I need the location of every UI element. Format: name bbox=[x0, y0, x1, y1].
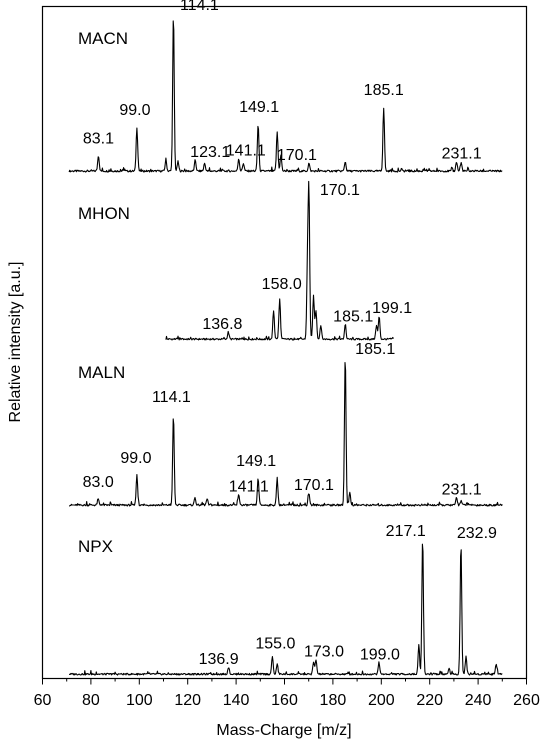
peak-label: 149.1 bbox=[239, 99, 279, 116]
peak-label: 99.0 bbox=[119, 102, 150, 119]
peak-label: 185.1 bbox=[333, 309, 373, 326]
peak-label: 185.1 bbox=[355, 341, 395, 358]
peak-label: 231.1 bbox=[442, 146, 482, 163]
x-tick-label: 100 bbox=[126, 692, 153, 709]
peak-label: 173.0 bbox=[304, 644, 344, 661]
peak-label: 99.0 bbox=[120, 450, 151, 467]
x-tick-label: 180 bbox=[320, 692, 347, 709]
spectrum-trace-macn bbox=[68, 20, 503, 173]
peak-label: 199.0 bbox=[360, 647, 400, 664]
peak-label: 83.0 bbox=[83, 474, 114, 491]
series-name-maln: MALN bbox=[78, 363, 125, 382]
peak-label: 232.9 bbox=[457, 525, 497, 542]
peak-label: 136.8 bbox=[202, 316, 242, 333]
x-tick-label: 80 bbox=[82, 692, 100, 709]
peak-label: 170.1 bbox=[320, 182, 360, 199]
peak-label: 185.1 bbox=[364, 82, 404, 99]
spectrum-trace-maln bbox=[69, 362, 503, 507]
plot-frame bbox=[41, 5, 528, 680]
spectrum-trace-mhon bbox=[165, 180, 394, 341]
peak-label: 114.1 bbox=[180, 0, 219, 14]
x-tick-label: 120 bbox=[174, 692, 201, 709]
peak-label: 149.1 bbox=[236, 453, 276, 470]
x-tick-label: 200 bbox=[368, 692, 395, 709]
peak-label: 217.1 bbox=[386, 523, 426, 540]
series-name-macn: MACN bbox=[78, 29, 128, 48]
x-tick-label: 160 bbox=[271, 692, 298, 709]
peak-label: 136.9 bbox=[199, 651, 239, 668]
peak-label: 83.1 bbox=[83, 130, 114, 147]
spectra-panels: MACN83.199.0114.1123.1141.1149.1170.1185… bbox=[68, 0, 503, 676]
x-tick-label: 220 bbox=[416, 692, 443, 709]
panel-maln: MALN 83.0 99.0 114.1 141.1 149.1 170.1 185.1 231… bbox=[69, 341, 503, 507]
x-tick-label: 260 bbox=[513, 692, 540, 709]
peak-label: 141.1 bbox=[226, 142, 266, 159]
peak-label: 114.1 bbox=[152, 389, 191, 406]
x-tick-label: 240 bbox=[465, 692, 492, 709]
x-axis-ticks: 60 80 100 120 140 160 180 200 220 240 260 bbox=[34, 678, 540, 709]
spectrum-trace-npx bbox=[68, 543, 503, 676]
x-tick-label: 60 bbox=[34, 692, 52, 709]
peak-label: 199.1 bbox=[372, 300, 412, 317]
y-axis-label: Relative intensity [a.u.] bbox=[7, 262, 24, 423]
series-name-mhon: MHON bbox=[78, 204, 130, 223]
peak-label: 155.0 bbox=[255, 636, 295, 653]
peak-label: 123.1 bbox=[190, 144, 230, 161]
peak-label: 170.1 bbox=[294, 477, 334, 494]
peak-label: 141.1 bbox=[229, 479, 269, 496]
series-name-npx: NPX bbox=[78, 537, 113, 556]
x-axis-label: Mass-Charge [m/z] bbox=[216, 722, 351, 739]
peak-label: 158.0 bbox=[262, 276, 302, 293]
peak-label: 231.1 bbox=[442, 482, 482, 499]
peak-label: 170.1 bbox=[277, 147, 317, 164]
x-tick-label: 140 bbox=[223, 692, 250, 709]
panel-npx: NPX 136.9 155.0 173.0 199.0 217.1 232.9 bbox=[68, 523, 503, 676]
